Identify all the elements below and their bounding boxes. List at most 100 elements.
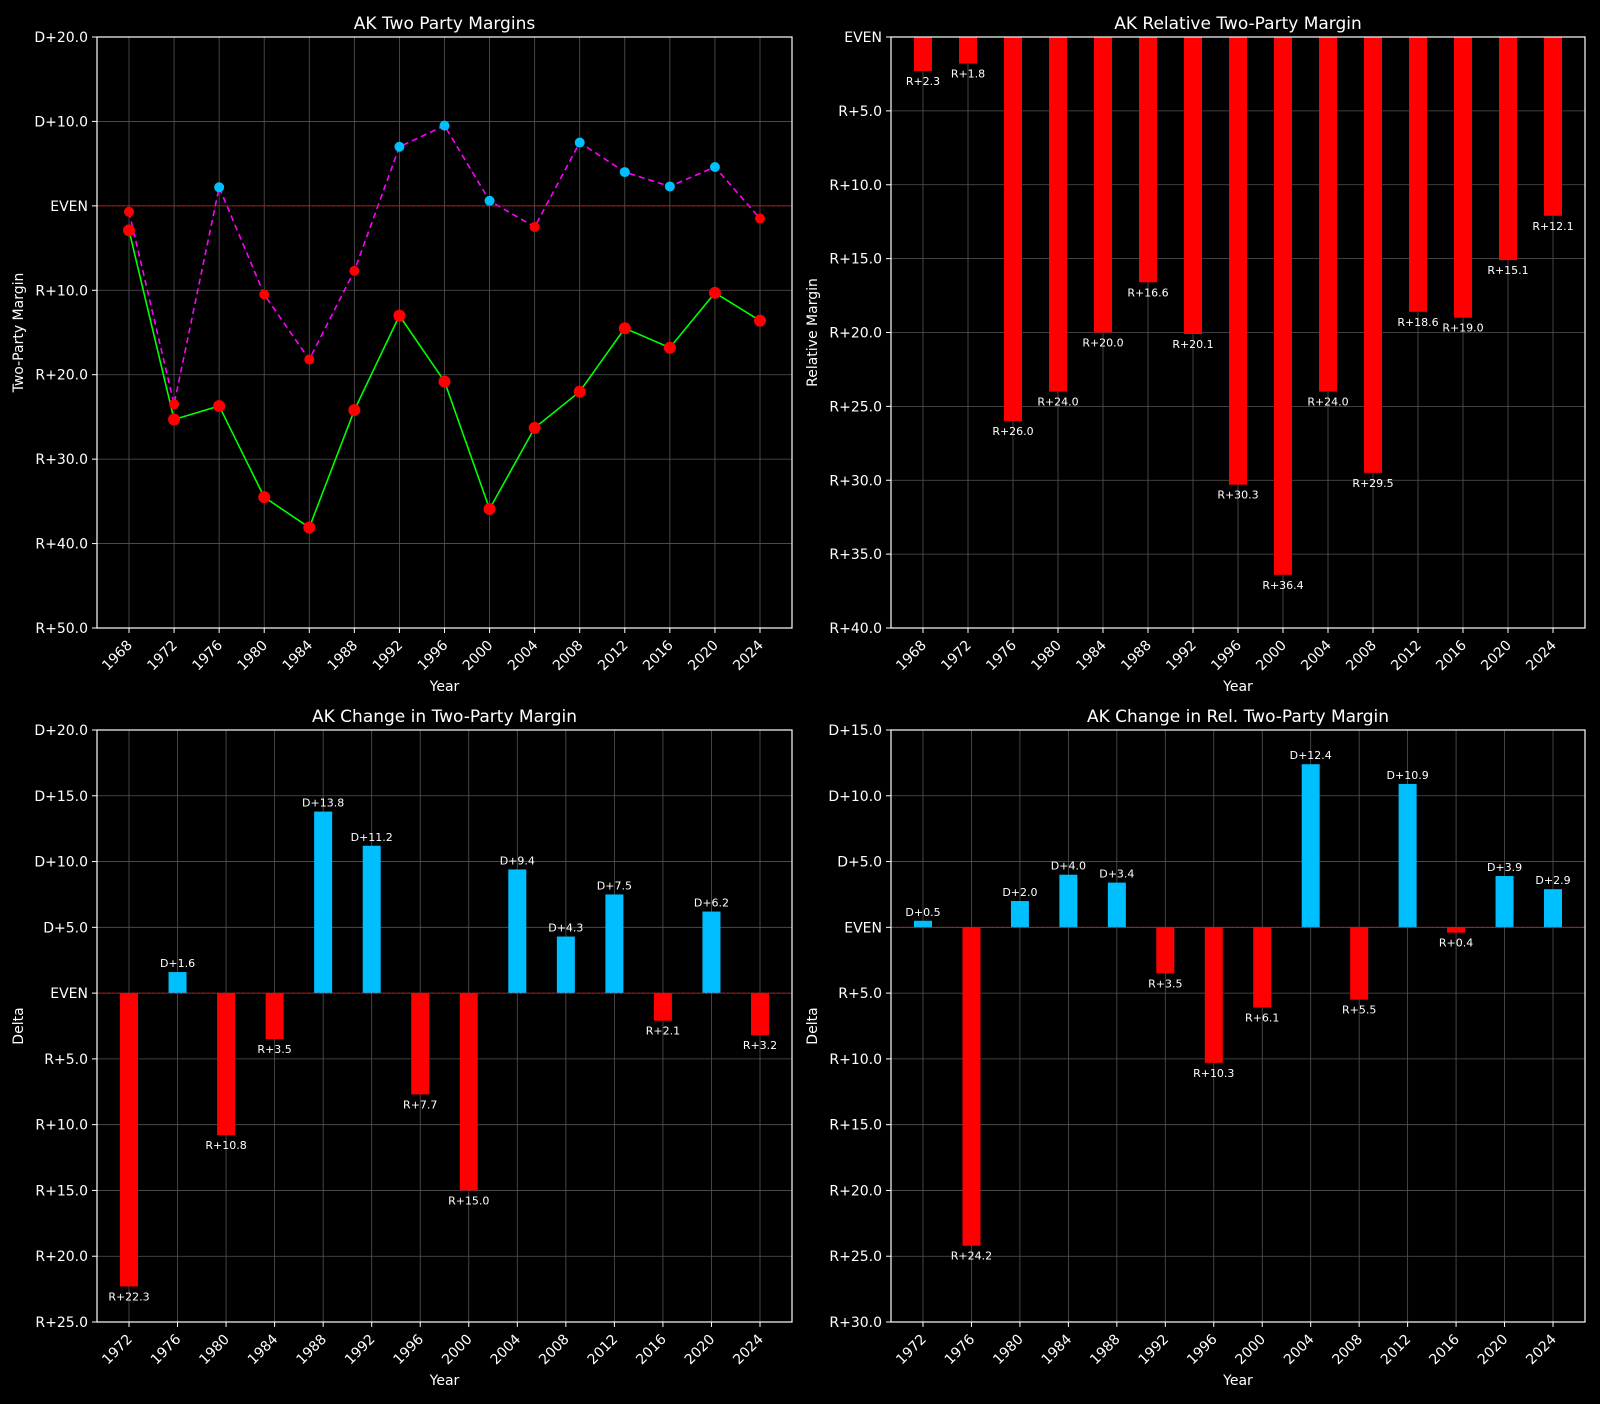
- series-point-state: [618, 322, 631, 335]
- data-marks: R+2.3 R+1.8 R+26.0 R+24.0 R+20.0 R+16.6 R+20.1…: [906, 37, 1574, 592]
- series-point-state: [528, 421, 541, 434]
- bar: [556, 936, 575, 994]
- bar: [217, 993, 236, 1136]
- y-tick-label: R+10.0: [35, 283, 88, 299]
- data-label: R+26.0: [992, 425, 1033, 438]
- x-tick-label: 1992: [1136, 1332, 1173, 1369]
- x-tick-label: 2000: [1253, 638, 1290, 675]
- x-tick-label: 2016: [640, 637, 677, 674]
- x-tick-label: 2012: [585, 1332, 622, 1369]
- x-tick-label: 2016: [1433, 637, 1470, 674]
- data-label: R+20.1: [1172, 338, 1213, 351]
- x-tick-label: 2004: [1281, 1331, 1318, 1368]
- y-tick-label: R+10.0: [35, 1118, 88, 1134]
- x-tick-label: 1992: [370, 638, 407, 675]
- series-point-state: [708, 286, 721, 299]
- y-tick-label: R+5.0: [838, 104, 882, 120]
- x-axis-label: Year: [429, 679, 460, 695]
- bar: [1301, 764, 1320, 928]
- data-label: R+5.5: [1342, 1004, 1376, 1017]
- grid: [97, 729, 792, 1323]
- series-point-national: [619, 167, 630, 178]
- data-marks: [123, 120, 766, 534]
- x-tick-label: 1972: [938, 638, 975, 675]
- y-tick-label: R+25.0: [829, 1249, 882, 1265]
- data-label: R+29.5: [1352, 477, 1393, 490]
- data-label: R+10.3: [1193, 1067, 1234, 1080]
- chart-title: AK Two Party Margins: [354, 14, 536, 34]
- series-point-national: [394, 141, 405, 152]
- bar: [508, 869, 527, 994]
- bar: [1253, 927, 1272, 1008]
- x-tick-label: 2024: [1523, 637, 1560, 674]
- bar: [1139, 37, 1157, 283]
- y-tick-label: R+15.0: [829, 252, 882, 268]
- x-tick-label: 1996: [415, 637, 452, 674]
- x-tick-label: 1972: [144, 638, 181, 675]
- data-label: R+15.0: [448, 1194, 489, 1207]
- x-tick-label: 1984: [1039, 1331, 1076, 1368]
- series-point-national: [755, 213, 765, 224]
- bar: [1094, 37, 1112, 333]
- data-label: R+2.1: [646, 1025, 680, 1038]
- y-tick-label: EVEN: [50, 199, 88, 215]
- data-label: R+24.0: [1307, 396, 1348, 409]
- bar: [1274, 37, 1292, 575]
- x-tick-label: 1988: [293, 1332, 330, 1369]
- x-axis-label: Year: [429, 1373, 460, 1389]
- bar: [702, 911, 721, 994]
- x-tick-label: 1972: [99, 1332, 136, 1369]
- x-tick-label: 1972: [893, 1332, 930, 1369]
- bar: [1544, 889, 1562, 928]
- bar: [1049, 37, 1067, 392]
- bar: [1010, 901, 1029, 928]
- bar: [459, 993, 478, 1191]
- data-label: D+11.2: [351, 831, 393, 844]
- y-tick-label: R+5.0: [838, 986, 882, 1002]
- y-tick-label: R+30.0: [35, 452, 88, 468]
- data-label: R+0.4: [1439, 937, 1473, 950]
- chart-title: AK Change in Rel. Two-Party Margin: [1087, 707, 1389, 727]
- bar: [1544, 37, 1562, 216]
- series-point-national: [529, 221, 540, 232]
- data-label: D+4.0: [1051, 860, 1086, 873]
- y-tick-label: D+15.0: [828, 723, 882, 739]
- x-tick-label: 2024: [730, 637, 767, 674]
- panel-two-party-margins: AK Two Party Margins Year Two-Party Marg…: [11, 14, 793, 695]
- bar: [1454, 37, 1472, 318]
- bar: [1184, 37, 1202, 334]
- series-point-national: [214, 182, 225, 193]
- data-label: R+20.0: [1082, 337, 1123, 350]
- data-label: R+24.0: [1037, 396, 1078, 409]
- data-label: R+3.2: [743, 1039, 777, 1052]
- data-label: D+6.2: [694, 897, 729, 910]
- series-point-national: [124, 206, 134, 217]
- grid: [97, 36, 792, 629]
- data-label: D+13.8: [302, 797, 344, 810]
- bar: [914, 37, 932, 71]
- y-tick-label: EVEN: [50, 986, 88, 1002]
- y-tick-label: R+5.0: [44, 1052, 88, 1068]
- x-tick-label: 1992: [342, 1332, 379, 1369]
- series-point-state: [258, 491, 271, 504]
- y-tick-label: D+20.0: [34, 723, 88, 739]
- x-tick-label: 2016: [1426, 1331, 1463, 1368]
- bar: [314, 811, 333, 994]
- data-marks: D+0.5 R+24.2 D+2.0 D+4.0 D+3.4 R+3.5 R+10.3 R+6…: [905, 749, 1570, 1262]
- data-label: D+12.4: [1290, 749, 1332, 762]
- y-tick-label: R+15.0: [829, 1118, 882, 1134]
- bar: [1495, 876, 1514, 928]
- x-tick-label: 2016: [633, 1331, 670, 1368]
- y-axis-label: Relative Margin: [805, 278, 821, 387]
- data-label: D+0.5: [905, 906, 940, 919]
- chart-title: AK Relative Two-Party Margin: [1114, 14, 1362, 34]
- data-label: D+9.4: [500, 854, 535, 867]
- x-tick-label: 1996: [391, 1331, 428, 1368]
- bar: [362, 845, 381, 994]
- grid: [891, 729, 1585, 1323]
- series-point-state: [168, 413, 181, 426]
- x-tick-label: 2020: [682, 1332, 719, 1369]
- y-tick-label: D+20.0: [34, 30, 88, 46]
